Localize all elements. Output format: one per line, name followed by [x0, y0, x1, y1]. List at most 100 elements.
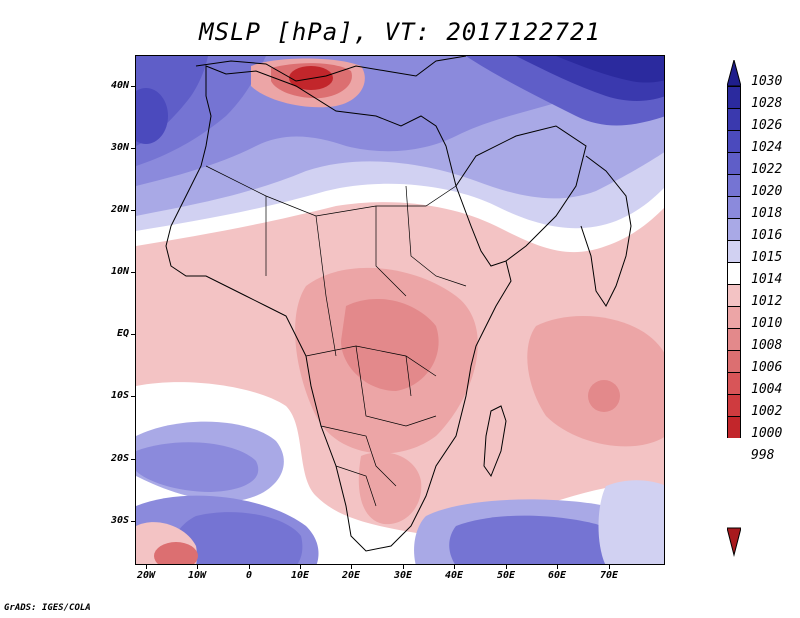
field-1020-south-indian [449, 515, 620, 564]
field-1015-southeast [598, 480, 664, 564]
field-1008-indian-ocean [588, 380, 620, 412]
lon-label-20w: 20W [136, 570, 156, 581]
border [335, 465, 377, 507]
lat-tick [131, 396, 135, 397]
lon-tick [609, 565, 610, 569]
lon-label-20e: 20E [341, 570, 361, 581]
colorbar [727, 60, 741, 557]
border [375, 206, 407, 297]
lon-label-10e: 10E [290, 570, 310, 581]
lat-label-20s: 20S [110, 453, 129, 464]
lat-tick [131, 86, 135, 87]
lat-tick [131, 334, 135, 335]
legend-label-1024: 1024 [751, 140, 783, 155]
border [320, 425, 397, 487]
legend-label-1028: 1028 [751, 96, 783, 111]
field-1024-atlantic [136, 88, 168, 144]
colorbar-segment [727, 394, 741, 416]
lon-label-60e: 60E [547, 570, 567, 581]
lat-label-20n: 20N [110, 204, 129, 215]
europe-coastline [195, 56, 467, 82]
lon-label-0: 0 [245, 570, 253, 581]
legend-label-1016: 1016 [751, 228, 783, 243]
border [305, 345, 437, 377]
lat-label-40n: 40N [110, 80, 129, 91]
india-coastline [580, 155, 632, 307]
lon-tick [403, 565, 404, 569]
map-title: MSLP [hPa], VT: 2017122721 [199, 18, 601, 46]
legend-label-1014: 1014 [751, 272, 783, 287]
field-1006-southwest [154, 542, 198, 564]
field-1018-south-atlantic [136, 442, 259, 492]
lon-tick [557, 565, 558, 569]
field-1008-central-africa [341, 298, 439, 391]
lat-label-30n: 30N [110, 142, 129, 153]
lat-label-10n: 10N [110, 266, 129, 277]
colorbar-segment [727, 240, 741, 262]
colorbar-segment [727, 262, 741, 284]
lon-tick [197, 565, 198, 569]
country-borders [205, 165, 467, 507]
pressure-field [136, 56, 664, 564]
border [315, 215, 327, 297]
lat-label-eq: EQ [116, 328, 129, 339]
legend-label-1010: 1010 [751, 316, 783, 331]
lat-tick [131, 459, 135, 460]
legend-label-1026: 1026 [751, 118, 783, 133]
colorbar-segment [727, 86, 741, 108]
lon-label-40e: 40E [444, 570, 464, 581]
border [205, 165, 457, 217]
lat-tick [131, 210, 135, 211]
lon-tick [146, 565, 147, 569]
legend-label-1012: 1012 [751, 294, 783, 309]
lon-tick [454, 565, 455, 569]
legend-label-1018: 1018 [751, 206, 783, 221]
field-1020-southwest [172, 512, 303, 564]
legend-label-1030: 1030 [751, 74, 783, 89]
border [405, 355, 412, 397]
colorbar-segment [727, 284, 741, 306]
lon-label-50e: 50E [496, 570, 516, 581]
colorbar-top-arrow [727, 60, 741, 87]
lon-label-30e: 30E [393, 570, 413, 581]
lat-tick [131, 148, 135, 149]
colorbar-segment [727, 152, 741, 174]
lon-tick [506, 565, 507, 569]
lon-label-10w: 10W [187, 570, 207, 581]
colorbar-segment [727, 108, 741, 130]
colorbar-segment [727, 372, 741, 394]
africa-coastline [165, 65, 512, 552]
colorbar-segment [727, 218, 741, 240]
colorbar-segment [727, 328, 741, 350]
legend-label-1008: 1008 [751, 338, 783, 353]
legend-label-1000: 1000 [751, 426, 783, 441]
legend-label-1022: 1022 [751, 162, 783, 177]
coastlines [165, 56, 632, 552]
colorbar-segment [727, 174, 741, 196]
border [355, 345, 437, 427]
border [405, 185, 467, 287]
field-1010-indian-ocean [527, 316, 664, 447]
legend-label-1020: 1020 [751, 184, 783, 199]
colorbar-segment [727, 350, 741, 372]
lat-label-30s: 30S [110, 515, 129, 526]
legend-label-1004: 1004 [751, 382, 783, 397]
madagascar-coastline [483, 405, 507, 478]
lon-tick [351, 565, 352, 569]
lon-tick [300, 565, 301, 569]
legend-label-998: 998 [751, 448, 775, 463]
footer-credit: GrADS: IGES/COLA [4, 603, 91, 613]
colorbar-segment [727, 196, 741, 218]
border [325, 295, 337, 357]
colorbar-segment [727, 130, 741, 152]
field-1028-asia [556, 56, 664, 83]
legend-label-1002: 1002 [751, 404, 783, 419]
field-1010-southern-africa [358, 452, 422, 525]
colorbar-segment [727, 306, 741, 328]
colorbar-segment [727, 416, 741, 438]
arabia-coastline [455, 125, 587, 262]
legend-label-1015: 1015 [751, 250, 783, 265]
map-panel [135, 55, 665, 565]
lat-tick [131, 521, 135, 522]
lon-label-70e: 70E [599, 570, 619, 581]
